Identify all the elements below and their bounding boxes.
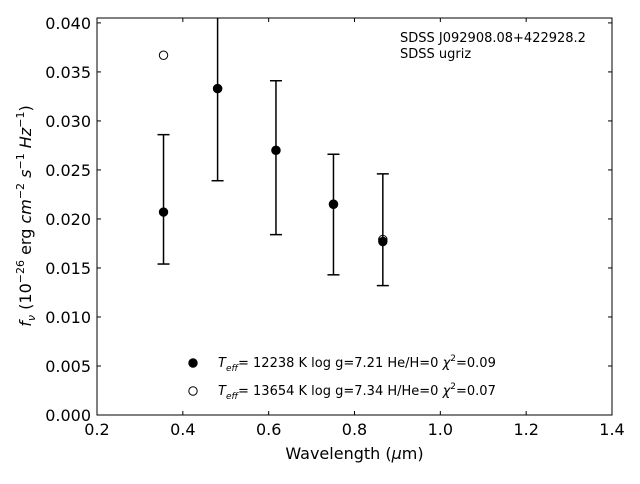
model-point-filled bbox=[271, 145, 281, 156]
x-axis-ticks: 0.2 0.4 0.6 0.8 1.0 1.2 1.4 bbox=[84, 18, 625, 439]
legend-entry-1: Teff= 12238 K log g=7.21 He/H=0 χ2=0.09 bbox=[218, 354, 496, 374]
y-axis-ticks: 0.000 0.005 0.010 0.015 0.020 0.025 0.030 0.035… bbox=[45, 14, 612, 425]
x-tick-label: 1.2 bbox=[513, 420, 538, 439]
legend-marker-filled bbox=[188, 358, 198, 368]
model-point-filled bbox=[378, 236, 388, 247]
y-tick-label: 0.015 bbox=[45, 259, 91, 278]
object-name-annotation: SDSS J092908.08+422928.2 bbox=[400, 31, 586, 46]
survey-annotation: SDSS ugriz bbox=[400, 47, 471, 62]
y-tick-label: 0.020 bbox=[45, 210, 91, 229]
plot-area bbox=[97, 18, 612, 415]
y-tick-label: 0.035 bbox=[45, 63, 91, 82]
plot-frame bbox=[96, 17, 613, 416]
model-point-filled bbox=[328, 199, 339, 209]
y-tick-label: 0.025 bbox=[45, 161, 91, 180]
model-point-open bbox=[158, 50, 169, 60]
x-axis-title: Wavelength (μm) bbox=[285, 444, 423, 463]
y-tick-label: 0.005 bbox=[45, 357, 91, 376]
legend-entry-2: Teff= 13654 K log g=7.34 H/He=0 χ2=0.07 bbox=[218, 382, 496, 402]
model-point-filled bbox=[212, 83, 223, 94]
y-tick-label: 0.010 bbox=[45, 308, 91, 327]
x-tick-label: 0.6 bbox=[256, 420, 281, 439]
data-marks bbox=[157, 18, 389, 287]
x-tick-label: 0.2 bbox=[84, 420, 109, 439]
y-tick-label: 0.000 bbox=[45, 406, 91, 425]
legend-marker-open bbox=[188, 386, 198, 396]
y-tick-label: 0.040 bbox=[45, 14, 91, 33]
x-tick-label: 1.4 bbox=[599, 420, 624, 439]
x-tick-label: 0.4 bbox=[170, 420, 195, 439]
model-point-filled bbox=[158, 207, 169, 217]
x-tick-label: 0.8 bbox=[342, 420, 367, 439]
legend: Teff= 12238 K log g=7.21 He/H=0 χ2=0.09 … bbox=[188, 354, 496, 402]
y-axis-title: fν (10−26 erg cm−2 s−1 Hz−1) bbox=[14, 105, 38, 326]
x-tick-label: 1.0 bbox=[428, 420, 453, 439]
y-tick-label: 0.030 bbox=[45, 112, 91, 131]
